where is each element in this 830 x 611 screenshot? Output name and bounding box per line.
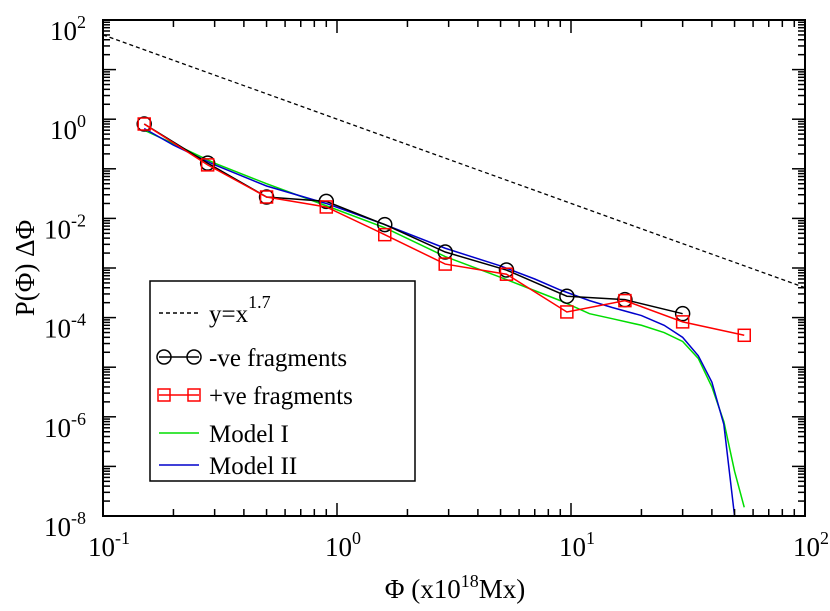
legend-label: +ve fragments [209, 383, 353, 410]
series-layer [103, 34, 805, 516]
y-tick-label: 10-2 [44, 210, 86, 244]
y-tick-label: 10-4 [44, 310, 86, 344]
data-point-square [618, 293, 632, 308]
legend-label: Model I [209, 421, 289, 448]
data-point-square [438, 257, 452, 271]
data-point-circle [559, 288, 575, 304]
x-tick-label: 102 [793, 528, 829, 562]
data-point-circle [136, 116, 152, 132]
data-point-circle [674, 305, 691, 322]
legend-item: y=x1.7 [159, 292, 271, 328]
x-tick-label: 101 [559, 528, 595, 562]
series-line-4 [143, 127, 736, 516]
legend-marker-circle [156, 349, 172, 365]
data-point-circle [498, 262, 515, 278]
tick-label-layer: 10-1 100 101 102 10-8 10-6 10-4 10-2 100 102 [44, 12, 829, 562]
series-line-1 [143, 123, 683, 315]
y-tick-label: 102 [50, 12, 86, 46]
legend-label: y=x1.7 [209, 292, 271, 328]
x-axis-title: Φ (x1018Mx) [385, 571, 525, 604]
legend-marker-square [187, 388, 201, 402]
data-point-circle [258, 189, 275, 205]
data-point-circle [437, 244, 453, 260]
x-tick-label: 10-1 [88, 528, 130, 562]
legend: y=x1.7 -ve fragments +ve fragments Model I M… [149, 280, 416, 482]
tick-layer [102, 19, 806, 517]
data-point-square [378, 227, 392, 242]
legend-label: Model II [209, 453, 297, 480]
legend-label: -ve fragments [209, 345, 347, 372]
data-point-circle [318, 193, 335, 210]
y-axis-title: P(Φ) ΔΦ [10, 220, 40, 317]
legend-marker-circle [186, 349, 202, 365]
legend-item: -ve fragments [156, 345, 347, 372]
data-point-square [499, 267, 514, 281]
series-line-2 [143, 123, 745, 337]
data-point-square [200, 158, 215, 172]
series-line-0 [103, 34, 805, 289]
legend-box [149, 280, 416, 482]
legend-item: Model I [159, 421, 289, 448]
y-tick-label: 10-8 [44, 508, 86, 542]
data-point-square [675, 315, 690, 329]
y-tick-label: 100 [50, 111, 86, 145]
legend-marker-square [157, 388, 171, 402]
series-line-3 [143, 129, 745, 508]
legend-item: Model II [159, 453, 297, 480]
data-point-square [560, 305, 574, 319]
data-point-square [737, 328, 751, 343]
data-point-square [319, 200, 334, 214]
y-tick-label: 10-6 [44, 409, 86, 443]
data-point-square [137, 117, 151, 131]
x-tick-label: 100 [325, 528, 361, 562]
data-point-square [259, 190, 274, 204]
data-point-circle [377, 216, 393, 233]
legend-item: +ve fragments [157, 383, 353, 410]
